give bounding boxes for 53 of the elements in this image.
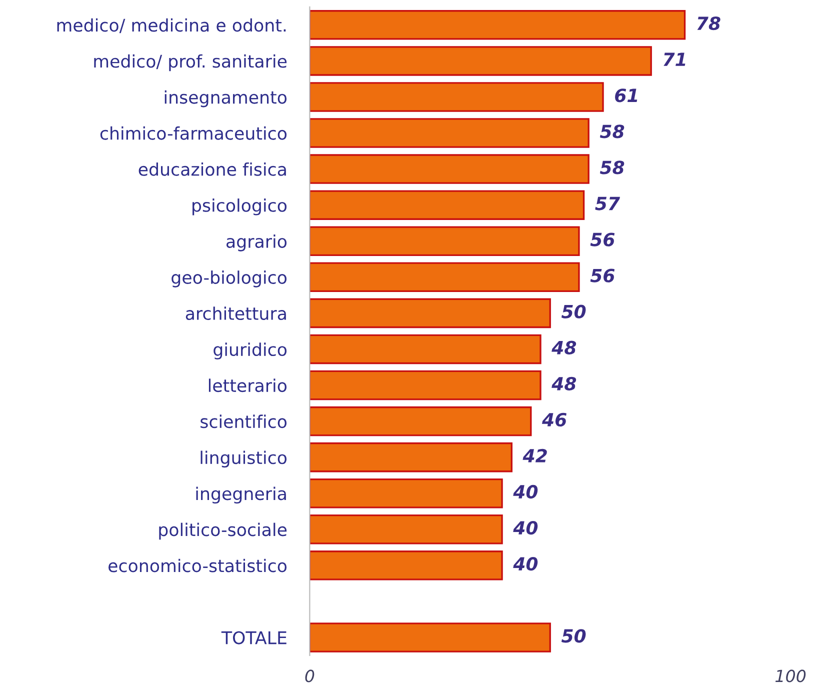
y-tick-label: economico-statistico bbox=[108, 558, 287, 572]
bar bbox=[310, 406, 532, 436]
data-label: 50 bbox=[561, 629, 586, 643]
bar bbox=[310, 442, 512, 472]
bar bbox=[310, 550, 503, 580]
data-label: 61 bbox=[615, 88, 638, 102]
bar bbox=[310, 478, 503, 508]
data-label: 48 bbox=[552, 376, 576, 390]
data-label: 56 bbox=[590, 268, 615, 282]
y-tick-label: psicologico bbox=[192, 198, 287, 216]
data-label: 40 bbox=[513, 557, 538, 571]
y-tick-label: linguistico bbox=[200, 450, 287, 468]
y-tick-label: giuridico bbox=[214, 342, 287, 360]
data-label: 46 bbox=[542, 412, 566, 427]
y-tick-label: geo-biologico bbox=[172, 270, 287, 288]
data-label: 50 bbox=[561, 304, 586, 318]
y-tick-label: agrario bbox=[226, 234, 287, 252]
y-tick-label: ingegneria bbox=[196, 486, 286, 504]
data-label: 78 bbox=[697, 16, 720, 30]
data-label: 48 bbox=[552, 340, 576, 354]
bar bbox=[310, 10, 686, 40]
data-label: 42 bbox=[522, 448, 547, 462]
data-label: 40 bbox=[513, 484, 538, 499]
data-label: 40 bbox=[513, 520, 538, 535]
y-tick-label: scientifico bbox=[200, 414, 287, 428]
y-tick-label: medico/ prof. sanitarie bbox=[94, 54, 287, 72]
bar bbox=[310, 154, 590, 184]
bar bbox=[310, 262, 580, 292]
bar bbox=[310, 298, 551, 328]
data-label: 56 bbox=[590, 232, 615, 246]
bar bbox=[310, 226, 580, 256]
bar bbox=[310, 118, 590, 148]
bar bbox=[310, 370, 542, 400]
y-tick-label: chimico-farmaceutico bbox=[100, 126, 287, 140]
bar bbox=[310, 514, 503, 544]
y-tick-label: politico-sociale bbox=[159, 522, 287, 540]
y-tick-label: medico/ medicina e odont. bbox=[57, 18, 286, 34]
bar bbox=[310, 190, 585, 220]
bar bbox=[310, 622, 551, 652]
y-tick-label: insegnamento bbox=[164, 90, 287, 108]
bar bbox=[310, 334, 542, 364]
data-label: 57 bbox=[595, 196, 620, 210]
y-tick-label: TOTALE bbox=[221, 631, 286, 644]
y-tick-label: educazione fisica bbox=[138, 162, 286, 176]
data-label: 71 bbox=[664, 52, 686, 66]
x-tick-label: 0 bbox=[305, 670, 314, 682]
x-tick-label: 100 bbox=[775, 670, 806, 682]
bar bbox=[310, 46, 652, 76]
y-tick-label: architettura bbox=[186, 306, 286, 320]
y-tick-label: letterario bbox=[208, 378, 287, 392]
data-label: 58 bbox=[600, 160, 624, 174]
bar bbox=[310, 82, 604, 112]
data-label: 58 bbox=[600, 124, 624, 138]
